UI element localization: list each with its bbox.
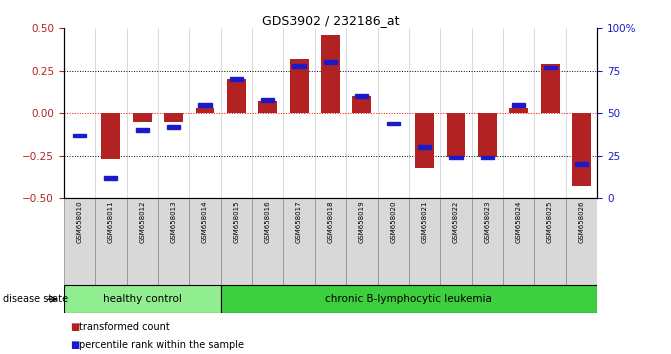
Bar — [352, 96, 371, 113]
Text: GSM658021: GSM658021 — [421, 201, 427, 243]
Text: GSM658018: GSM658018 — [327, 201, 333, 244]
Bar — [227, 79, 246, 113]
Bar — [64, 198, 95, 285]
Bar — [566, 198, 597, 285]
Text: GSM658011: GSM658011 — [108, 201, 114, 244]
Bar — [503, 198, 534, 285]
Bar — [283, 198, 315, 285]
Bar — [450, 156, 462, 159]
Text: chronic B-lymphocytic leukemia: chronic B-lymphocytic leukemia — [325, 294, 493, 304]
Text: GSM658020: GSM658020 — [391, 201, 397, 243]
Bar — [64, 285, 221, 313]
Text: ■: ■ — [70, 340, 80, 350]
Bar — [133, 113, 152, 122]
Bar — [478, 113, 497, 158]
Bar — [572, 113, 591, 186]
Bar — [229, 78, 243, 81]
Text: GSM658014: GSM658014 — [202, 201, 208, 243]
Bar — [575, 162, 588, 166]
Text: GSM658013: GSM658013 — [170, 201, 176, 244]
Bar — [324, 61, 337, 64]
Bar — [101, 113, 120, 159]
Bar — [95, 198, 127, 285]
Text: GSM658015: GSM658015 — [234, 201, 240, 243]
Bar — [127, 198, 158, 285]
Bar — [164, 113, 183, 122]
Bar — [386, 122, 400, 125]
Text: GSM658022: GSM658022 — [453, 201, 459, 243]
Bar — [290, 59, 309, 113]
Title: GDS3902 / 232186_at: GDS3902 / 232186_at — [262, 14, 399, 27]
Bar — [199, 103, 211, 107]
Bar — [261, 98, 274, 102]
Bar — [512, 103, 525, 107]
Text: GSM658012: GSM658012 — [139, 201, 145, 243]
Bar — [195, 108, 214, 113]
Bar — [315, 198, 346, 285]
Bar — [293, 64, 306, 68]
Text: GSM658019: GSM658019 — [359, 201, 365, 244]
Text: GSM658026: GSM658026 — [578, 201, 584, 243]
Text: percentile rank within the sample: percentile rank within the sample — [79, 340, 244, 350]
Bar — [440, 198, 472, 285]
Text: transformed count: transformed count — [79, 322, 170, 332]
Text: disease state: disease state — [3, 294, 68, 304]
Bar — [355, 95, 368, 98]
Bar — [346, 198, 378, 285]
Bar — [509, 108, 528, 113]
Bar — [321, 35, 340, 113]
Bar — [158, 198, 189, 285]
Text: ■: ■ — [70, 322, 80, 332]
Text: GSM658010: GSM658010 — [76, 201, 83, 244]
Bar — [447, 113, 466, 158]
Bar — [418, 145, 431, 149]
Bar — [252, 198, 283, 285]
Text: GSM658016: GSM658016 — [264, 201, 270, 244]
Bar — [409, 198, 440, 285]
Bar — [258, 101, 277, 113]
Bar — [167, 125, 180, 129]
Bar — [104, 176, 117, 180]
Text: healthy control: healthy control — [103, 294, 182, 304]
Text: GSM658025: GSM658025 — [547, 201, 553, 243]
Bar — [221, 198, 252, 285]
Bar — [534, 198, 566, 285]
Bar — [73, 133, 86, 137]
Text: GSM658024: GSM658024 — [516, 201, 522, 243]
Text: GSM658017: GSM658017 — [296, 201, 302, 244]
Bar — [541, 64, 560, 113]
Bar — [136, 129, 149, 132]
Bar — [415, 113, 434, 168]
Bar — [378, 198, 409, 285]
Bar — [472, 198, 503, 285]
Bar — [221, 285, 597, 313]
Bar — [481, 156, 494, 159]
Text: GSM658023: GSM658023 — [484, 201, 491, 243]
Bar — [544, 65, 557, 69]
Bar — [189, 198, 221, 285]
